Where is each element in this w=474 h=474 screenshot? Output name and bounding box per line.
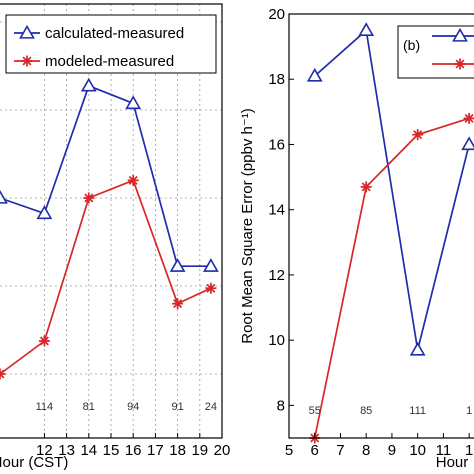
panel-a-x-tick-label: 17 [147, 442, 164, 459]
panel-b-count-label: 85 [360, 405, 372, 417]
panel-b-data-point [306, 67, 323, 82]
panel-b-legend-symbol-red [432, 58, 474, 70]
panel-a-data-point [36, 205, 53, 220]
panel-a-counts: 114 81 94 91 24 [36, 401, 217, 413]
panel-b-series-line-1 [313, 117, 470, 439]
panel-a-data-point [172, 298, 184, 310]
panel-a-data-point [80, 77, 97, 92]
panel-b-count-label: 1 [466, 405, 472, 417]
panel-b-legend: (b) [397, 25, 474, 79]
panel-b-series-line-0 [314, 28, 470, 351]
panel-b-frame [288, 13, 474, 439]
panel-b-legend-symbol-blue [432, 27, 474, 42]
panel-b-x-tick-label: 11 [436, 442, 452, 459]
panel-a-data-point [127, 174, 139, 186]
panel-a-x-tick-label: 18 [169, 442, 186, 459]
legend-marker [454, 58, 466, 70]
panel-a-x-tick-label: 13 [58, 442, 75, 459]
panel-b-x-tick-label: 7 [336, 442, 344, 459]
panel-b-y-tick-label: 12 [268, 267, 285, 284]
panel-a-count-label: 81 [83, 401, 95, 413]
panel-a-x-tick-label: 19 [191, 442, 208, 459]
panel-b-counts: 55 85 111 1 [309, 405, 473, 417]
panel-a-data-point [83, 192, 95, 204]
panel-b-x-tick-label: 5 [285, 442, 293, 459]
panel-b-count-label: 55 [309, 405, 321, 417]
legend-symbol-calculated-measured [14, 24, 40, 39]
panel-a-data-point [205, 282, 217, 294]
panel-b-y-tick-label: 16 [268, 136, 285, 153]
panel-b-data-point [463, 112, 474, 124]
panel-b-series [306, 22, 474, 444]
panel-a-legend: calculated-measured modeled-measured [5, 14, 217, 74]
panel-a-count-label: 114 [36, 401, 54, 413]
legend-marker [19, 24, 35, 39]
panel-a-frame [0, 3, 223, 439]
panel-a-count-label: 94 [127, 401, 139, 413]
panel-a-x-tick-label: 16 [125, 442, 142, 459]
panel-a: 12 13 14 15 16 17 18 19 20 114 81 94 91 24 Hour (CST… [0, 3, 230, 471]
panel-a-series-line-1 [0, 179, 212, 375]
panel-a-data-point [203, 258, 219, 272]
panel-b-y-tick-label: 20 [268, 6, 285, 23]
panel-b-y-axis-label: Root Mean Square Error (ppbv h⁻¹) [239, 108, 256, 344]
panel-b-y-tick-label: 10 [268, 332, 285, 349]
panel-a-count-label: 24 [205, 401, 217, 413]
legend-marker [452, 27, 468, 42]
panel-a-series [0, 77, 219, 380]
panel-a-series-line-0 [0, 84, 211, 268]
panel-b-x-tick-label: 8 [362, 442, 370, 459]
panel-a-data-point [125, 95, 142, 110]
panel-a-x-tick-label: 20 [214, 442, 231, 459]
panel-b-x-axis-label: Hour [436, 454, 469, 471]
panel-b-y-tick-label: 8 [277, 397, 285, 414]
panel-b-data-point [461, 136, 474, 151]
panel-a-ticks: 12 13 14 15 16 17 18 19 20 [36, 433, 230, 459]
legend-label-modeled-measured: modeled-measured [45, 53, 174, 70]
panel-a-x-tick-label: 12 [36, 442, 53, 459]
panel-b-label: (b) [403, 37, 420, 53]
panel-a-legend-box [5, 14, 217, 74]
legend-marker [21, 55, 33, 67]
panel-b-data-point [409, 341, 426, 356]
panel-a-data-point [169, 258, 186, 272]
panel-b-x-tick-label: 6 [311, 442, 319, 459]
panel-a-x-tick-label: 15 [103, 442, 120, 459]
panel-b-data-point [412, 129, 424, 141]
panel-a-data-point [38, 335, 50, 347]
panel-b-x-tick-label: 1 [465, 442, 473, 459]
panel-a-x-axis-label: Hour (CST) [0, 454, 68, 471]
panel-a-x-tick-label: 14 [80, 442, 97, 459]
legend-symbol-modeled-measured [14, 55, 40, 67]
panel-a-data-point [0, 189, 8, 204]
panel-b-x-tick-label: 10 [409, 442, 426, 459]
legend-label-calculated-measured: calculated-measured [45, 25, 184, 42]
panel-b-data-point [358, 22, 375, 36]
panel-b-y-tick-label: 18 [268, 71, 285, 88]
panel-b-y-tick-label: 14 [268, 202, 285, 219]
panel-b-data-point [360, 181, 372, 193]
panel-a-count-label: 91 [171, 401, 183, 413]
panel-b-count-label: 111 [409, 405, 426, 417]
panel-b-x-tick-label: 9 [388, 442, 396, 459]
